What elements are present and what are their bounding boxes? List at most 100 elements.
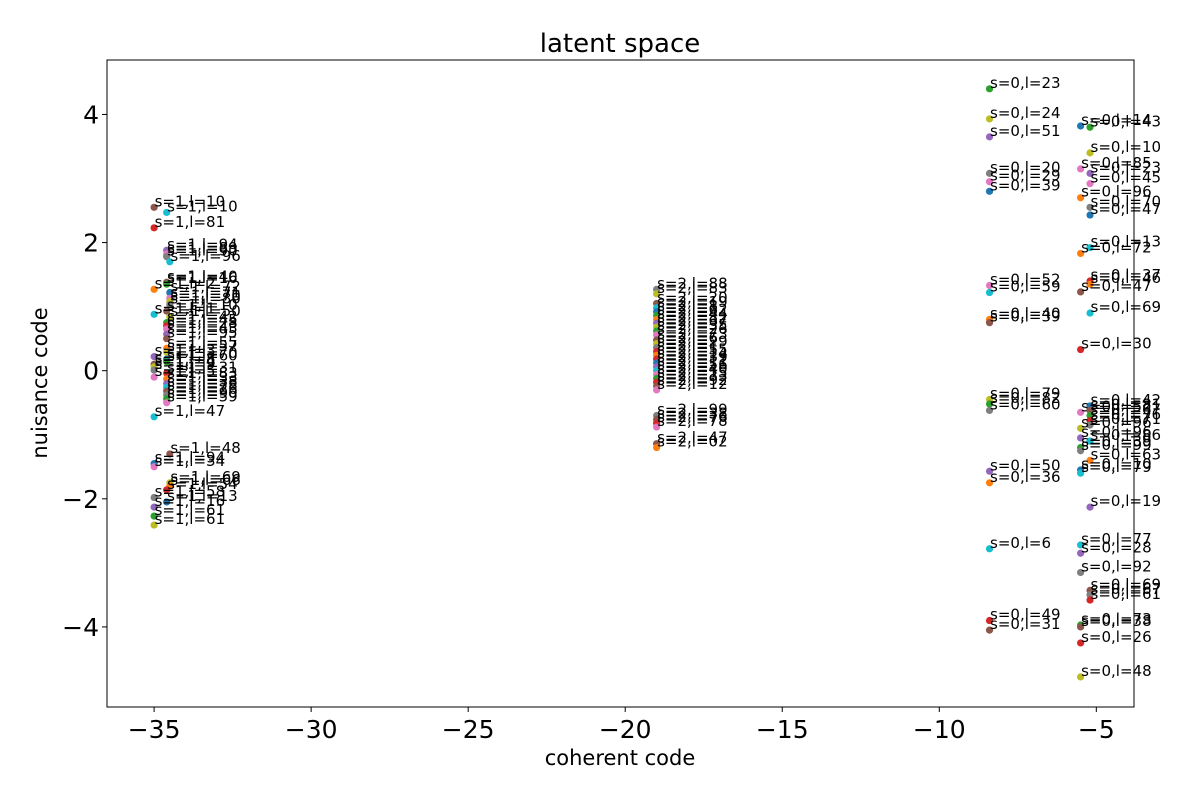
point-annotation: s=1,l=80 (170, 290, 241, 308)
point-annotation: s=2,l=33 (657, 367, 728, 385)
scatter-point (150, 503, 158, 511)
scatter-point (985, 178, 994, 186)
point-annotation: s=1,l=70 (170, 287, 241, 305)
point-annotation: s=0,l=71 (1091, 410, 1162, 428)
scatter-point (1077, 434, 1085, 442)
point-annotation: s=2,l=47 (657, 429, 728, 447)
point-annotation: s=0,l=23 (1091, 158, 1162, 176)
point-annotation: s=1,l=61 (155, 510, 226, 528)
scatter-point (163, 358, 171, 366)
point-annotation: s=1,l=69 (170, 468, 241, 486)
scatter-point (1077, 447, 1085, 455)
point-annotation: s=2,l=35 (657, 316, 728, 334)
point-annotation: s=1,l=58 (155, 483, 226, 501)
point-annotation: s=0,l=63 (1091, 445, 1162, 463)
scatter-point (1086, 123, 1094, 131)
point-annotation: s=0,l=67 (1091, 580, 1162, 598)
point-annotation: s=2,l=38 (657, 404, 728, 422)
scatter-point (1077, 623, 1085, 631)
point-annotation: s=1,l=47 (155, 402, 226, 420)
scatter-point (150, 203, 158, 211)
point-annotation: s=1,l=16 (155, 492, 226, 510)
point-annotation: s=1,l=61 (155, 501, 226, 519)
x-axis: −35 −30 −25 −20 −15 −10 −5 (128, 707, 1115, 744)
point-annotation: s=0,l=82 (990, 389, 1061, 407)
point-annotation: s=0,l=81 (1091, 395, 1162, 413)
y-axis: −4 −2 0 2 4 (62, 100, 107, 642)
scatter-point (653, 290, 661, 298)
scatter-point (985, 187, 994, 195)
scatter-point (1086, 180, 1094, 188)
scatter-point (163, 369, 171, 377)
x-tick-label: −10 (913, 715, 966, 744)
scatter-point (163, 325, 171, 333)
scatter-point (985, 626, 994, 634)
scatter-point (1086, 503, 1094, 511)
point-annotation: s=1,l=4 (155, 352, 216, 370)
point-annotation: s=0,l=52 (990, 270, 1061, 288)
point-annotation: s=0,l=51 (990, 122, 1061, 140)
point-annotation: s=0,l=29 (990, 167, 1061, 185)
point-annotation: s=0,l=49 (990, 606, 1061, 624)
scatter-point (1086, 149, 1094, 157)
point-annotation: s=2,l=56 (657, 356, 728, 374)
scatter-point (150, 224, 158, 232)
point-annotation: s=0,l=37 (1091, 266, 1162, 284)
point-annotation: s=1,l=43 (167, 319, 238, 337)
scatter-point (166, 288, 174, 297)
scatter-point (1077, 673, 1085, 681)
scatter-point (1077, 568, 1085, 577)
point-annotation: s=1,l=66 (170, 471, 241, 489)
point-annotation: s=0,l=50 (990, 456, 1061, 474)
scatter-point (150, 373, 158, 381)
scatter-point (985, 85, 994, 93)
scatter-point (150, 310, 158, 318)
scatter-point (1086, 591, 1094, 599)
point-annotation: s=0,l=47 (1081, 277, 1152, 295)
scatter-point (163, 335, 171, 343)
point-annotation: s=2,l=19 (657, 293, 728, 311)
scatter-point (653, 331, 661, 339)
x-tick-label: −20 (599, 715, 652, 744)
y-tick-label: −4 (62, 613, 99, 642)
scatter-point (163, 486, 171, 494)
point-annotation: s=1,l=16 (167, 269, 238, 287)
scatter-point (150, 463, 158, 471)
scatter-point (1086, 411, 1094, 420)
point-annotation: s=1,l=70 (167, 344, 238, 362)
point-annotation: s=1,l=1 (155, 299, 216, 317)
scatter-point (150, 521, 158, 529)
point-annotation: s=2,l=8 (657, 297, 718, 315)
point-annotation: s=0,l=67 (1091, 401, 1162, 419)
point-annotation: s=2,l=15 (657, 363, 728, 381)
scatter-point (1086, 309, 1094, 317)
point-annotation: s=2,l=92 (657, 371, 728, 389)
x-tick-label: −30 (285, 715, 338, 744)
point-annotation: s=1,l=40 (167, 267, 238, 285)
point-annotation: s=0,l=42 (1091, 391, 1162, 409)
chart-title: latent space (540, 29, 701, 59)
point-annotation: s=0,l=23 (990, 74, 1061, 92)
point-annotation: s=2,l=14 (657, 344, 728, 362)
scatter-point (985, 616, 994, 625)
scatter-point (1077, 194, 1085, 202)
point-annotation: s=0,l=36 (990, 468, 1061, 486)
point-annotation: s=0,l=59 (990, 278, 1061, 296)
point-annotation: s=1,l=94 (155, 449, 226, 467)
scatter-point (985, 406, 994, 415)
point-annotation: s=2,l=76 (657, 408, 728, 426)
point-annotation: s=1,l=54 (167, 475, 238, 493)
scatter-point (1077, 408, 1085, 416)
point-annotation: s=1,l=10 (155, 192, 226, 210)
scatter-point (1077, 345, 1085, 354)
x-tick-label: −35 (128, 715, 181, 744)
scatter-point (985, 133, 994, 141)
point-annotation: s=1,l=3 (155, 342, 216, 360)
point-annotation: s=1,l=94 (167, 235, 238, 253)
point-annotation: s=0,l=69 (1091, 575, 1162, 593)
y-tick-label: 0 (83, 357, 99, 386)
point-annotation: s=0,l=46 (1091, 269, 1162, 287)
point-annotation: s=1,l=72 (170, 278, 241, 296)
point-annotation: s=0,l=6 (990, 534, 1051, 552)
scatter-point (1077, 288, 1085, 296)
